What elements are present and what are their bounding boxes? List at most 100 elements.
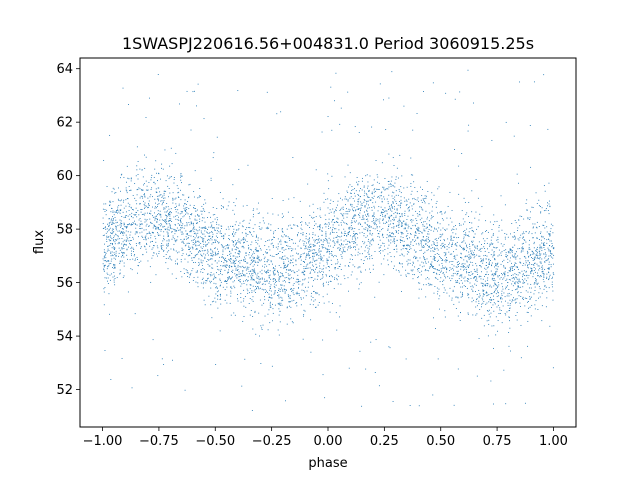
data-point (125, 215, 126, 217)
data-point (287, 236, 289, 238)
data-point (240, 239, 242, 241)
data-point (389, 208, 391, 210)
data-point (463, 269, 464, 271)
data-point (474, 217, 476, 219)
data-point (389, 207, 391, 209)
data-point (344, 198, 346, 200)
data-point (322, 244, 324, 246)
data-point (330, 86, 332, 88)
data-point (150, 213, 152, 215)
data-point (360, 188, 361, 189)
data-point (321, 257, 323, 259)
data-point (245, 279, 247, 281)
data-point (149, 212, 150, 214)
data-point (218, 269, 220, 271)
data-point (426, 227, 428, 229)
data-point (396, 213, 398, 215)
data-point (212, 242, 214, 244)
data-point (126, 236, 128, 238)
data-point (498, 301, 500, 302)
data-point (252, 316, 254, 317)
data-point (539, 246, 541, 248)
data-point (241, 225, 243, 227)
data-point (470, 253, 472, 255)
data-point (240, 266, 242, 268)
data-point (543, 244, 545, 245)
data-point (463, 285, 465, 287)
data-point (243, 219, 245, 221)
data-point (212, 251, 214, 253)
data-point (115, 212, 117, 213)
data-point (463, 231, 465, 233)
data-point (164, 225, 166, 227)
data-point (143, 239, 145, 240)
data-point (238, 251, 240, 253)
data-point (449, 270, 451, 272)
data-point (547, 210, 549, 211)
data-point (516, 319, 518, 321)
data-point (503, 243, 505, 245)
data-point (114, 249, 115, 250)
data-point (297, 293, 299, 294)
data-point (420, 241, 422, 243)
data-point (363, 201, 365, 203)
data-point (215, 254, 217, 256)
data-point (316, 278, 318, 280)
data-point (310, 351, 312, 353)
data-point (509, 327, 511, 329)
data-point (415, 225, 416, 227)
data-point (529, 297, 531, 299)
data-point (346, 190, 348, 192)
data-point (441, 262, 443, 264)
data-point (123, 222, 125, 224)
data-point (179, 224, 181, 226)
data-point (233, 263, 235, 265)
data-point (166, 228, 168, 230)
data-point (496, 263, 498, 265)
data-point (259, 228, 261, 230)
data-point (305, 286, 307, 288)
data-point (255, 242, 257, 243)
data-point (474, 249, 475, 251)
data-point (278, 277, 280, 279)
data-point (328, 281, 329, 283)
data-point (515, 251, 517, 253)
data-point (509, 299, 511, 301)
data-point (385, 214, 387, 216)
data-point (529, 298, 531, 300)
data-point (211, 255, 213, 257)
data-point (143, 207, 145, 209)
data-point (515, 281, 517, 283)
data-point (512, 280, 514, 282)
data-point (455, 296, 457, 298)
data-point (309, 273, 311, 274)
data-point (250, 284, 252, 286)
data-point (410, 241, 412, 243)
data-point (175, 209, 177, 210)
data-point (323, 302, 325, 304)
data-point (542, 271, 544, 273)
data-point (518, 286, 520, 288)
data-point (499, 275, 500, 277)
data-point (111, 247, 113, 249)
data-point (112, 222, 114, 224)
data-point (286, 306, 288, 308)
data-point (288, 297, 290, 299)
data-point (509, 307, 511, 309)
data-point (208, 242, 210, 244)
data-point (152, 232, 154, 234)
data-point (307, 267, 309, 269)
data-point (227, 279, 228, 281)
data-point (184, 209, 186, 211)
data-point (341, 257, 343, 259)
data-point (520, 292, 522, 293)
data-point (341, 232, 343, 234)
data-point (550, 240, 552, 242)
data-point (459, 246, 461, 247)
data-point (475, 284, 477, 286)
data-point (160, 230, 162, 232)
data-point (504, 233, 506, 234)
data-point (344, 176, 346, 178)
data-point (497, 266, 499, 268)
data-point (418, 288, 420, 290)
